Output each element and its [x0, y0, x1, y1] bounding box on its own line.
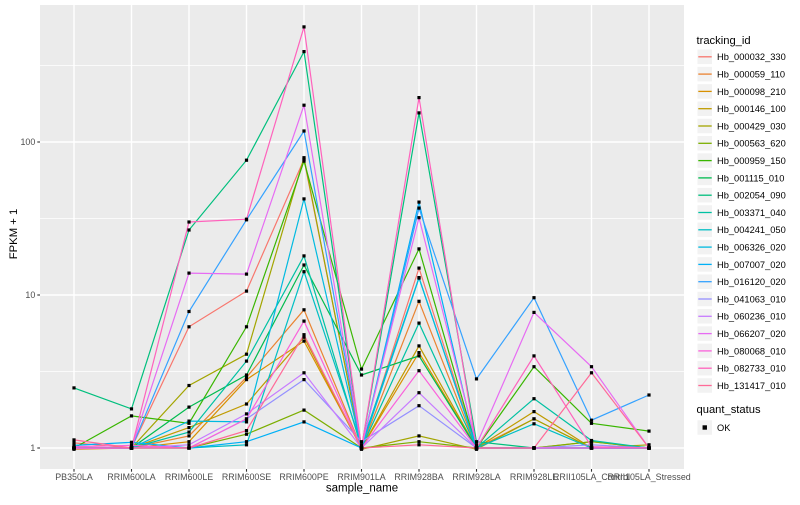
- svg-text:RRIM928LE: RRIM928LE: [510, 472, 558, 482]
- svg-text:RRIM901LA: RRIM901LA: [337, 472, 385, 482]
- svg-text:Hb_000959_150: Hb_000959_150: [717, 156, 786, 166]
- svg-text:RRIM600PE: RRIM600PE: [279, 472, 328, 482]
- svg-text:Hb_000429_030: Hb_000429_030: [717, 121, 786, 131]
- svg-text:RRIM600SE: RRIM600SE: [222, 472, 271, 482]
- svg-text:OK: OK: [717, 423, 731, 433]
- svg-text:RRIM600LE: RRIM600LE: [165, 472, 213, 482]
- svg-text:Hb_041063_010: Hb_041063_010: [717, 294, 786, 304]
- svg-text:Hb_066207_020: Hb_066207_020: [717, 329, 786, 339]
- svg-text:Hb_060236_010: Hb_060236_010: [717, 312, 786, 322]
- svg-text:100: 100: [20, 137, 35, 147]
- svg-text:Hb_006326_020: Hb_006326_020: [717, 242, 786, 252]
- svg-text:sample_name: sample_name: [326, 483, 398, 495]
- svg-text:Hb_003371_040: Hb_003371_040: [717, 208, 786, 218]
- svg-text:1: 1: [30, 443, 35, 453]
- svg-text:Hb_000098_210: Hb_000098_210: [717, 87, 786, 97]
- svg-text:Hb_001115_010: Hb_001115_010: [717, 173, 784, 183]
- svg-text:Hb_000563_620: Hb_000563_620: [717, 139, 786, 149]
- svg-text:PB350LA: PB350LA: [55, 472, 93, 482]
- svg-text:RRII105LA_Control: RRII105LA_Control: [553, 472, 630, 482]
- svg-text:Hb_000032_330: Hb_000032_330: [717, 52, 786, 62]
- svg-text:Hb_080068_010: Hb_080068_010: [717, 346, 786, 356]
- svg-text:Hb_002054_090: Hb_002054_090: [717, 191, 786, 201]
- svg-text:RRIM928LA: RRIM928LA: [452, 472, 500, 482]
- svg-text:RRII105LA_Stressed: RRII105LA_Stressed: [607, 472, 690, 482]
- svg-text:RRIM928BA: RRIM928BA: [394, 472, 443, 482]
- svg-text:RRIM600LA: RRIM600LA: [107, 472, 155, 482]
- svg-text:Hb_004241_050: Hb_004241_050: [717, 225, 786, 235]
- svg-text:FPKM + 1: FPKM + 1: [8, 209, 20, 260]
- svg-text:Hb_000146_100: Hb_000146_100: [717, 104, 786, 114]
- svg-text:Hb_082733_010: Hb_082733_010: [717, 364, 786, 374]
- svg-text:Hb_000059_110: Hb_000059_110: [717, 69, 785, 79]
- svg-text:quant_status: quant_status: [697, 404, 761, 416]
- svg-text:Hb_131417_010: Hb_131417_010: [717, 381, 786, 391]
- svg-text:10: 10: [25, 290, 35, 300]
- svg-text:Hb_007007_020: Hb_007007_020: [717, 260, 786, 270]
- svg-text:Hb_016120_020: Hb_016120_020: [717, 277, 786, 287]
- svg-text:tracking_id: tracking_id: [697, 35, 751, 47]
